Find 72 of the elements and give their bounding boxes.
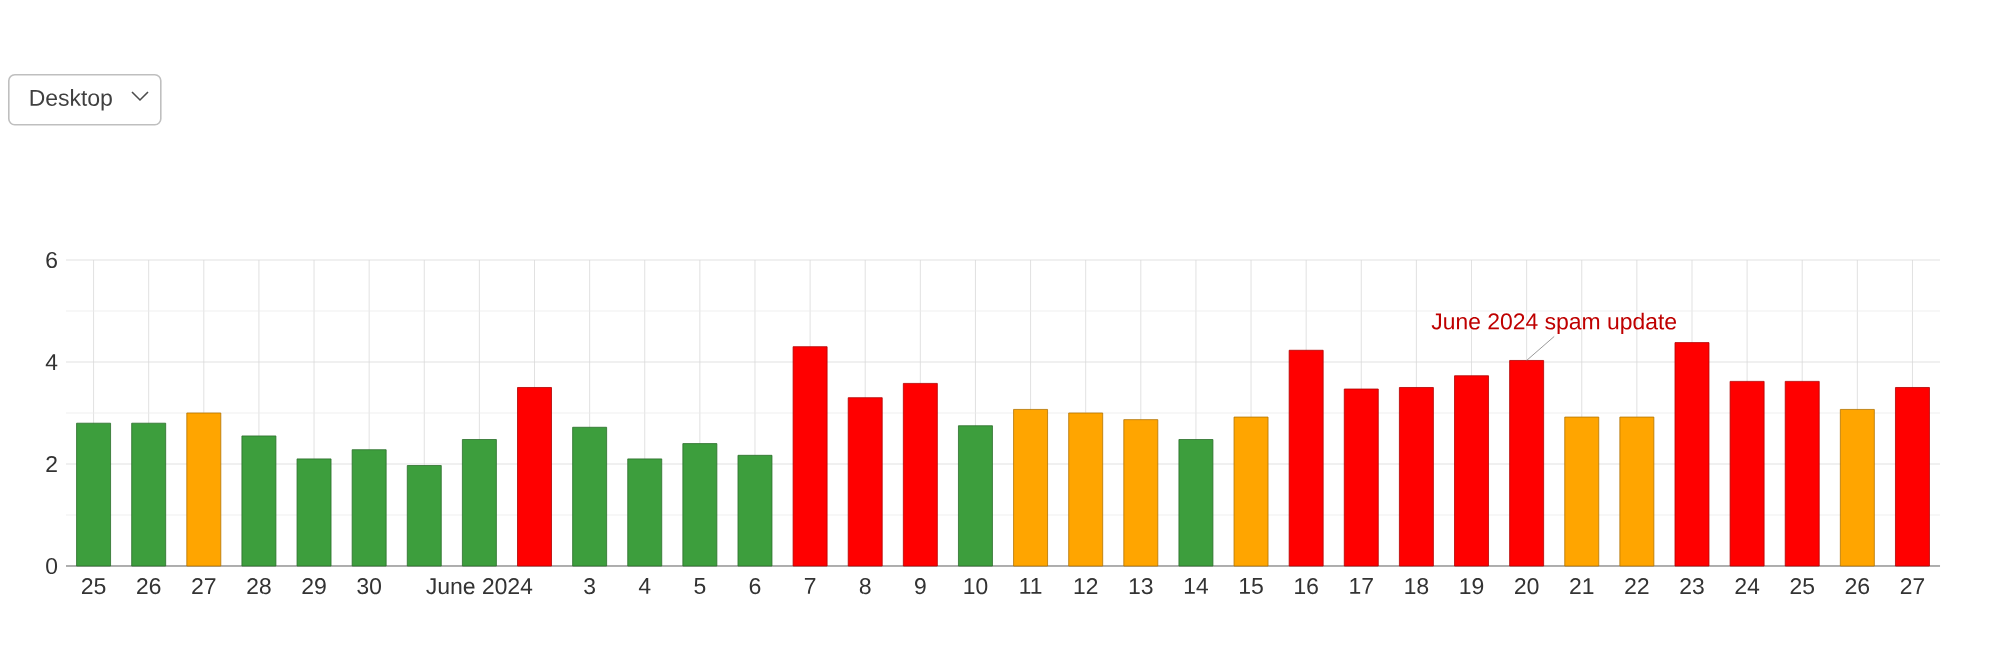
bar [461,439,497,567]
bar [627,458,663,567]
x-tick-label: 26 [1845,578,1870,595]
bar [186,412,222,567]
bar [1454,375,1489,567]
x-tick-label: 22 [1625,578,1649,595]
x-tick-label: 4 [638,578,651,594]
bar [241,435,277,567]
bar [1784,380,1820,567]
bar [351,449,387,567]
x-tick-label: 24 [1735,578,1760,595]
bar [682,443,718,567]
x-tick-label: 25 [1790,578,1814,595]
bar [792,346,828,567]
bar [1564,416,1600,567]
x-tick-label: 27 [1900,578,1925,595]
x-tick-label: 25 [81,578,106,595]
bar [1343,388,1379,567]
x-tick-label: 30 [357,578,381,595]
x-tick-label: 9 [915,578,926,595]
bar [1619,416,1655,567]
x-tick-label: 7 [804,578,816,594]
x-tick-label: 20 [1515,578,1539,595]
x-tick-label: 27 [192,578,216,595]
y-tick-label: 0 [46,557,58,575]
bar [958,425,993,567]
text: Desktop [30,89,112,111]
bar [1839,409,1875,567]
x-tick-label: 15 [1240,578,1263,594]
x-tick-label: 3 [584,578,595,595]
x-tick-label: 12 [1074,578,1098,595]
bar [131,422,167,567]
x-tick-label: 13 [1129,578,1153,595]
x-tick-label: 29 [302,578,326,595]
bar [1729,380,1765,567]
bar [1288,349,1324,567]
bar [1895,387,1930,567]
bar [902,383,938,567]
bar [517,387,552,567]
bar [1178,439,1214,567]
x-tick-label: 17 [1350,578,1373,594]
bar [1068,412,1104,567]
x-tick-label: June 2024 [426,578,533,595]
x-tick-label: 26 [137,578,161,595]
x-tick-label: 11 [1020,578,1042,594]
bar [1674,342,1710,567]
bar [1509,360,1545,567]
x-tick-label: 16 [1295,578,1318,595]
x-tick-label: 6 [749,578,761,595]
bar [296,458,332,567]
y-tick-label: 4 [45,354,58,370]
x-tick-label: 8 [859,578,871,595]
bar [1123,419,1159,567]
annotation: June 2024 spam update [1431,312,1677,335]
y-tick-label: 6 [46,251,57,269]
x-tick-label: 5 [694,578,706,594]
bar [406,465,442,567]
bar [76,422,111,567]
bar [1398,387,1434,567]
x-tick-label: 19 [1460,578,1484,595]
x-tick-label: 14 [1184,578,1208,594]
bar [1013,409,1048,567]
bar [1233,416,1269,567]
x-tick-label: 21 [1570,578,1594,595]
x-tick-label: 23 [1680,578,1704,595]
bar [572,426,608,567]
y-tick-label: 2 [46,456,57,472]
bar [737,454,773,567]
x-tick-label: 10 [964,578,988,595]
bar [847,397,883,567]
x-tick-label: 18 [1405,578,1429,595]
x-tick-label: 28 [247,578,271,595]
